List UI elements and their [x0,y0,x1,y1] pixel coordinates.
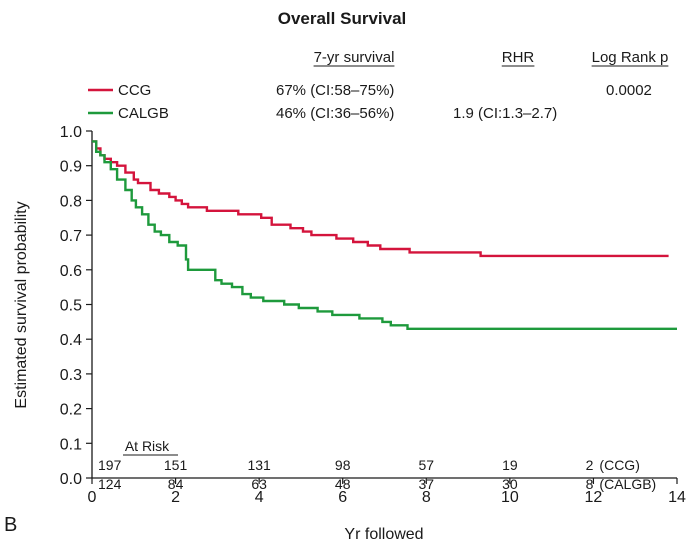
x-tick-label: 6 [338,489,347,506]
y-axis-label: Estimated survival probability [13,201,30,408]
y-tick-label: 0.7 [60,228,82,245]
at-risk-count: 48 [335,476,351,492]
y-tick-label: 0.4 [60,332,82,349]
calgb-7yr-survival: 46% (CI:36–56%) [276,105,394,122]
at-risk-count: 2 [586,457,594,473]
chart-title: Overall Survival [278,9,407,28]
axis-ticks: 0 2 4 6 8 10 12 14 0.0 0.1 0.2 0.3 0.4 0.5 0.6 0.7 0.8 0.… [60,124,686,506]
y-tick-label: 1.0 [60,124,82,141]
at-risk-count: 84 [168,476,184,492]
at-risk-row-label: (CCG) [599,457,639,473]
at-risk-count: 19 [502,457,518,473]
at-risk-count: 63 [251,476,267,492]
x-tick-label: 2 [171,489,180,506]
y-tick-label: 0.3 [60,367,82,384]
y-tick-label: 0.6 [60,263,82,280]
ccg-survival-curve [92,140,669,258]
y-tick-label: 0.9 [60,159,82,176]
y-tick-label: 0.8 [60,193,82,210]
at-risk-count: 30 [502,476,518,492]
y-tick-label: 0.1 [60,436,82,453]
header-log-rank-p: Log Rank p [592,49,669,66]
panel-label: B [4,514,17,536]
calgb-survival-curve [92,140,677,330]
x-tick-label: 14 [668,489,686,506]
at-risk-title: At Risk [125,438,170,454]
at-risk-count: 131 [247,457,271,473]
y-tick-label: 0.5 [60,298,82,315]
header-7yr-survival: 7-yr survival [314,49,395,66]
at-risk-count: 197 [98,457,122,473]
y-tick-label: 0.2 [60,402,82,419]
x-tick-label: 0 [88,489,97,506]
x-tick-label: 8 [422,489,431,506]
at-risk-count: 124 [98,476,122,492]
x-axis-label: Yr followed [344,526,423,543]
ccg-log-rank-p: 0.0002 [606,82,652,99]
at-risk-row-label: (CALGB) [599,476,656,492]
x-tick-label: 4 [255,489,264,506]
at-risk-count: 57 [418,457,434,473]
at-risk-count: 98 [335,457,351,473]
legend-label-ccg: CCG [118,82,151,99]
x-tick-label: 10 [501,489,519,506]
at-risk-count: 8 [586,476,594,492]
ccg-7yr-survival: 67% (CI:58–75%) [276,82,394,99]
legend-label-calgb: CALGB [118,105,169,122]
at-risk-table: 197 151 131 98 57 19 2 (CCG) 124 84 63 48 37 30 8 (CALG… [98,457,656,492]
x-tick-label: 12 [585,489,603,506]
at-risk-count: 151 [164,457,188,473]
header-rhr: RHR [502,49,535,66]
y-tick-label: 0.0 [60,471,82,488]
at-risk-count: 37 [418,476,434,492]
calgb-rhr: 1.9 (CI:1.3–2.7) [453,105,557,122]
